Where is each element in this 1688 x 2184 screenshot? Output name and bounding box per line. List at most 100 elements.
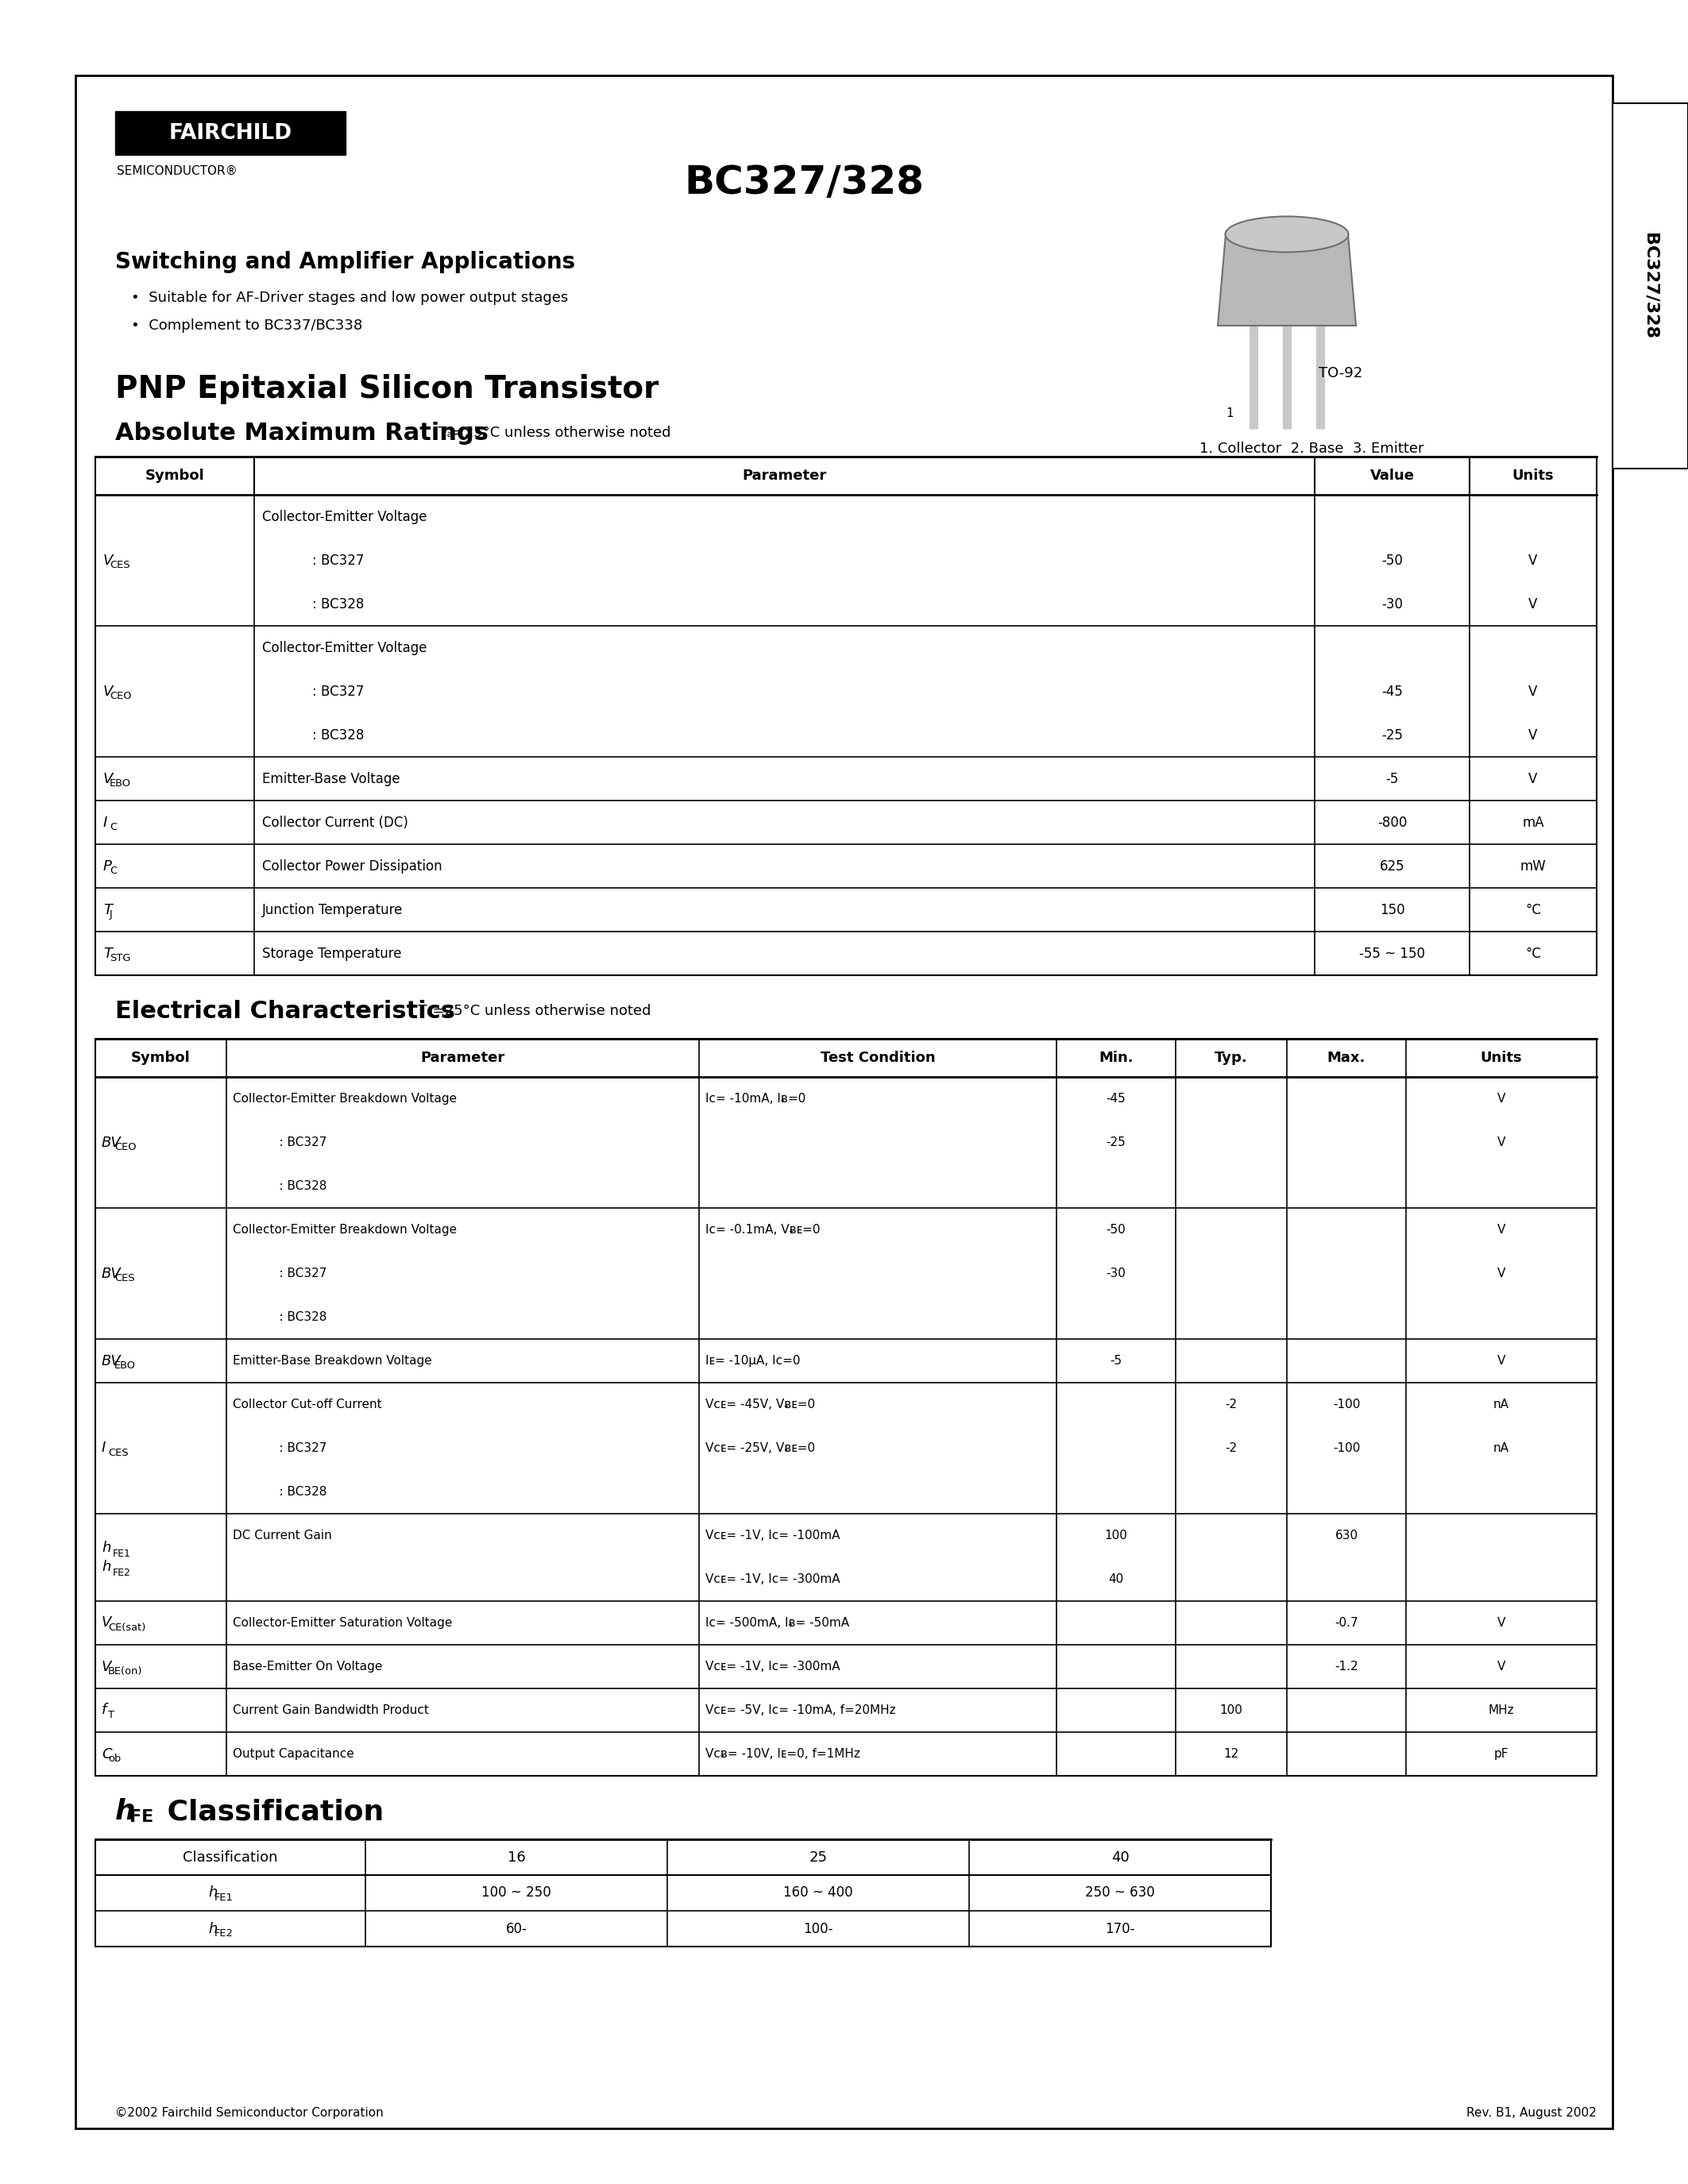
Text: 1: 1: [1225, 406, 1234, 419]
Text: : BC327: : BC327: [233, 1441, 327, 1455]
Text: °C: °C: [1526, 946, 1541, 961]
Text: Iᴇ= -10μA, Iᴄ=0: Iᴇ= -10μA, Iᴄ=0: [706, 1354, 800, 1367]
Text: Parameter: Parameter: [420, 1051, 505, 1066]
Text: Classification: Classification: [182, 1850, 279, 1865]
Text: TO-92: TO-92: [1318, 367, 1362, 380]
Text: -25: -25: [1106, 1136, 1126, 1149]
Text: Collector Current (DC): Collector Current (DC): [262, 815, 408, 830]
Text: Vᴄᴇ= -25V, Vᴃᴇ=0: Vᴄᴇ= -25V, Vᴃᴇ=0: [706, 1441, 815, 1455]
Text: V: V: [1497, 1136, 1506, 1149]
Text: BV: BV: [101, 1354, 122, 1367]
Text: CES: CES: [115, 1273, 135, 1284]
Text: : BC328: : BC328: [233, 1485, 327, 1498]
Text: Vᴄᴇ= -45V, Vᴃᴇ=0: Vᴄᴇ= -45V, Vᴃᴇ=0: [706, 1398, 815, 1411]
Text: ob: ob: [108, 1754, 122, 1765]
Text: T: T: [108, 1710, 115, 1721]
Text: Emitter-Base Breakdown Voltage: Emitter-Base Breakdown Voltage: [233, 1354, 432, 1367]
Text: : BC328: : BC328: [233, 1310, 327, 1324]
Text: Value: Value: [1371, 470, 1415, 483]
Text: 170-: 170-: [1106, 1922, 1134, 1935]
Text: Min.: Min.: [1099, 1051, 1133, 1066]
Text: 100 ~ 250: 100 ~ 250: [481, 1885, 552, 1900]
Text: Typ.: Typ.: [1215, 1051, 1247, 1066]
Text: : BC328: : BC328: [262, 596, 365, 612]
Text: V: V: [1529, 771, 1538, 786]
Text: 40: 40: [1111, 1850, 1129, 1865]
Text: Collector-Emitter Saturation Voltage: Collector-Emitter Saturation Voltage: [233, 1616, 452, 1629]
Text: 60-: 60-: [506, 1922, 527, 1935]
Text: •  Suitable for AF-Driver stages and low power output stages: • Suitable for AF-Driver stages and low …: [132, 290, 569, 306]
Text: MHz: MHz: [1489, 1704, 1514, 1717]
Text: FE1: FE1: [113, 1548, 132, 1559]
Text: I: I: [103, 815, 108, 830]
Text: Vᴄᴇ= -1V, Iᴄ= -300mA: Vᴄᴇ= -1V, Iᴄ= -300mA: [706, 1572, 841, 1586]
Text: h: h: [101, 1559, 111, 1575]
Text: V: V: [101, 1616, 111, 1629]
Text: DC Current Gain: DC Current Gain: [233, 1529, 333, 1542]
Text: 250 ~ 630: 250 ~ 630: [1085, 1885, 1155, 1900]
Text: ©2002 Fairchild Semiconductor Corporation: ©2002 Fairchild Semiconductor Corporatio…: [115, 2108, 383, 2118]
Text: 100-: 100-: [803, 1922, 834, 1935]
Text: V: V: [1497, 1223, 1506, 1236]
Text: 16: 16: [508, 1850, 525, 1865]
Bar: [115, 111, 346, 155]
Text: 12: 12: [1224, 1747, 1239, 1760]
Text: : BC328: : BC328: [233, 1179, 327, 1192]
Text: -50: -50: [1106, 1223, 1126, 1236]
Text: V: V: [1529, 596, 1538, 612]
Text: V: V: [1529, 727, 1538, 743]
Text: -50: -50: [1381, 553, 1403, 568]
Text: BC327/328: BC327/328: [684, 164, 923, 201]
Text: V: V: [1529, 553, 1538, 568]
Text: P: P: [103, 858, 111, 874]
Text: -100: -100: [1334, 1398, 1361, 1411]
Text: -45: -45: [1106, 1092, 1126, 1105]
Text: Vᴄᴇ= -1V, Iᴄ= -300mA: Vᴄᴇ= -1V, Iᴄ= -300mA: [706, 1660, 841, 1673]
Text: Switching and Amplifier Applications: Switching and Amplifier Applications: [115, 251, 576, 273]
Text: Collector-Emitter Breakdown Voltage: Collector-Emitter Breakdown Voltage: [233, 1092, 457, 1105]
Text: V: V: [103, 553, 113, 568]
Text: h: h: [115, 1797, 135, 1826]
Text: V: V: [1497, 1616, 1506, 1629]
Text: V: V: [1529, 684, 1538, 699]
Text: CES: CES: [110, 559, 130, 570]
Text: CES: CES: [108, 1448, 128, 1459]
Text: : BC327: : BC327: [262, 684, 365, 699]
Text: Current Gain Bandwidth Product: Current Gain Bandwidth Product: [233, 1704, 429, 1717]
Text: STG: STG: [110, 952, 130, 963]
Text: : BC327: : BC327: [233, 1136, 327, 1149]
Text: Rev. B1, August 2002: Rev. B1, August 2002: [1467, 2108, 1597, 2118]
Text: Units: Units: [1512, 470, 1555, 483]
Text: f: f: [101, 1704, 106, 1717]
Text: CEO: CEO: [115, 1142, 137, 1153]
Text: -800: -800: [1377, 815, 1408, 830]
Text: V: V: [1497, 1267, 1506, 1280]
Text: V: V: [1497, 1354, 1506, 1367]
Bar: [95, 1040, 1597, 1776]
Text: FE: FE: [130, 1808, 154, 1826]
Text: -45: -45: [1381, 684, 1403, 699]
Text: nA: nA: [1494, 1398, 1509, 1411]
Text: C: C: [110, 821, 116, 832]
Text: I: I: [101, 1441, 106, 1455]
Text: -2: -2: [1225, 1398, 1237, 1411]
Text: Collector-Emitter Breakdown Voltage: Collector-Emitter Breakdown Voltage: [233, 1223, 457, 1236]
Text: h: h: [101, 1540, 111, 1555]
Text: 25: 25: [809, 1850, 827, 1865]
Text: Vᴄᴃ= -10V, Iᴇ=0, f=1MHz: Vᴄᴃ= -10V, Iᴇ=0, f=1MHz: [706, 1747, 861, 1760]
Text: Tₐ=25°C unless otherwise noted: Tₐ=25°C unless otherwise noted: [429, 426, 670, 439]
Text: Tₐ=25°C unless otherwise noted: Tₐ=25°C unless otherwise noted: [408, 1005, 652, 1018]
Text: Electrical Characteristics: Electrical Characteristics: [115, 1000, 456, 1022]
Text: V: V: [103, 771, 113, 786]
Text: : BC328: : BC328: [262, 727, 365, 743]
Text: -1.2: -1.2: [1335, 1660, 1359, 1673]
Text: •  Complement to BC337/BC338: • Complement to BC337/BC338: [132, 319, 363, 332]
Text: 160 ~ 400: 160 ~ 400: [783, 1885, 852, 1900]
Text: Max.: Max.: [1327, 1051, 1366, 1066]
Text: -5: -5: [1386, 771, 1399, 786]
Text: PNP Epitaxial Silicon Transistor: PNP Epitaxial Silicon Transistor: [115, 373, 658, 404]
Text: CE(sat): CE(sat): [108, 1623, 145, 1634]
Text: T: T: [103, 946, 111, 961]
Text: 150: 150: [1379, 902, 1404, 917]
Text: Test Condition: Test Condition: [820, 1051, 935, 1066]
